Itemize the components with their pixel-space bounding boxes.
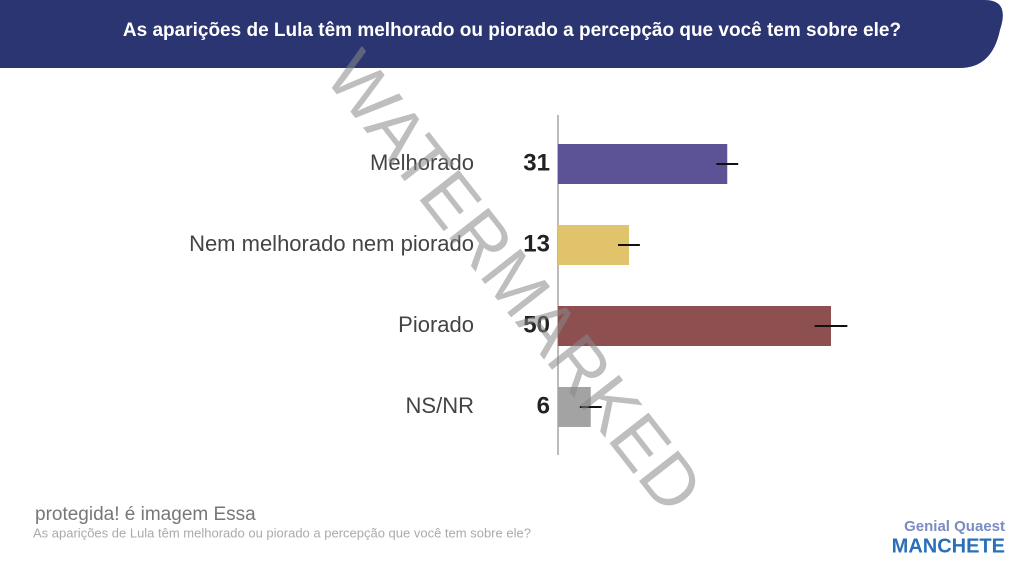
watermark: WATERMARKED (310, 37, 718, 528)
value-label: 31 (523, 149, 550, 176)
footer-caption: protegida! é imagem Essa (35, 504, 256, 525)
value-label: 50 (523, 311, 550, 338)
footer-subtitle: As aparições de Lula têm melhorado ou pi… (33, 525, 531, 540)
category-label: Melhorado (370, 150, 474, 175)
logo-top: Genial Quaest (904, 518, 1005, 535)
bar (558, 306, 831, 346)
category-label: Nem melhorado nem piorado (189, 231, 474, 256)
category-label: NS/NR (406, 393, 474, 418)
header-band (0, 0, 1003, 68)
value-label: 6 (537, 392, 550, 419)
bar (558, 225, 629, 265)
category-label: Piorado (398, 312, 474, 337)
logo-bottom: MANCHETE (892, 535, 1005, 557)
chart-title: As aparições de Lula têm melhorado ou pi… (123, 20, 901, 41)
bar (558, 144, 728, 184)
value-label: 13 (523, 230, 550, 257)
